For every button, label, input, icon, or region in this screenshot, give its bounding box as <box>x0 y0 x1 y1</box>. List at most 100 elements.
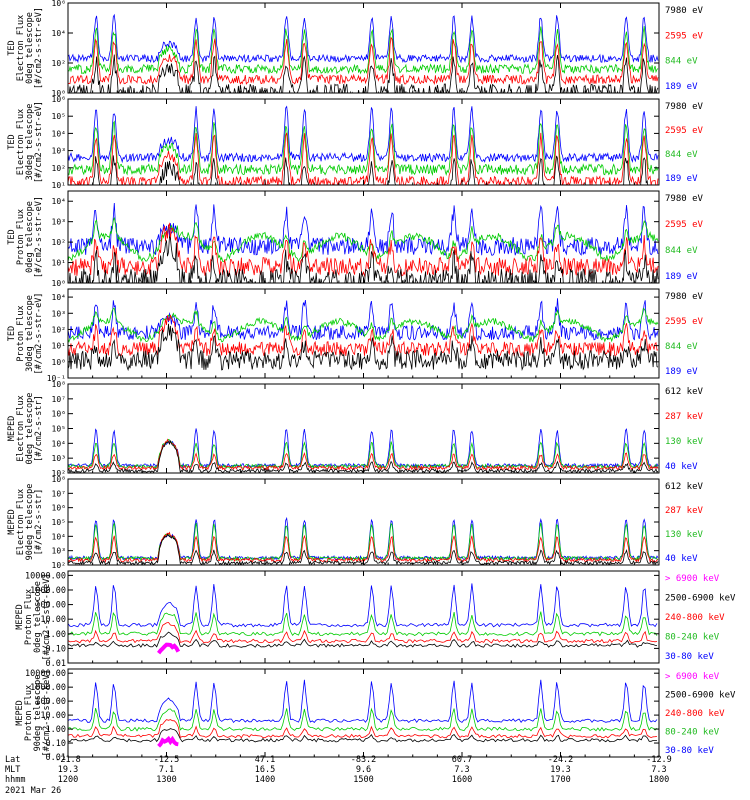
legend-entry: 2595 eV <box>665 31 704 41</box>
legend-entry: 844 eV <box>665 246 698 256</box>
ytick-label: 10⁷ <box>52 489 66 498</box>
ytick-label: 10¹ <box>52 259 66 268</box>
ytick-label: 100.00 <box>35 601 66 611</box>
ytick-label: 10⁴ <box>52 293 66 302</box>
series-40-kev <box>68 428 659 469</box>
ytick-label: 10.00 <box>40 711 66 721</box>
ylabel-line: [#/cm2-s-str-eV] <box>34 7 44 89</box>
ylabel-line: Electron Flux <box>16 489 26 556</box>
ylabel-line: [#/cm2-s-str-keV] <box>42 574 52 661</box>
panel-6: 10² 10³ 10⁴ 10⁵ 10⁶ 10⁷ 10⁸ MEPED Electron Flux 9… <box>7 475 704 570</box>
legend-entry: 7980 eV <box>665 102 704 112</box>
series-2595-ev <box>68 36 659 86</box>
series-7980-ev <box>68 323 659 372</box>
ytick-label: 10¹ <box>52 181 66 190</box>
ytick-label: 10⁴ <box>52 197 66 206</box>
series-2595-ev <box>68 132 659 185</box>
series-30-80-kev <box>68 583 658 628</box>
axis-row-value: 7.1 <box>159 765 174 775</box>
ylabel-line: [#/cm2-s-str] <box>34 489 44 556</box>
ytick-label: 10² <box>52 238 66 247</box>
legend-entry: 844 eV <box>665 150 698 160</box>
panel-7-frame <box>67 570 660 664</box>
ytick-label: 10⁴ <box>52 29 66 38</box>
series-7980-ev <box>92 155 649 185</box>
legend-entry: 2595 eV <box>665 126 704 136</box>
series-844-ev <box>68 307 659 343</box>
panel-3-data <box>68 202 659 283</box>
legend-entry: 40 keV <box>665 554 698 564</box>
ylabel-line: 0deg telescope <box>33 581 43 653</box>
ytick-label: 10⁴ <box>52 129 66 138</box>
legend-entry: 287 keV <box>665 412 704 422</box>
ylabel-line: MEPED <box>15 700 25 726</box>
ylabel-line: [#/cm2-s-str-eV] <box>34 196 44 278</box>
ytick-label: 0.10 <box>46 739 66 749</box>
ylabel-line: TED <box>7 134 17 149</box>
legend-entry: 2595 eV <box>665 317 704 327</box>
panel-4: 10⁻¹ 10⁰ 10¹ 10² 10³ 10⁴ TED Proton Flux 30deg t… <box>7 288 704 383</box>
ytick-label: 0.01 <box>46 753 66 763</box>
ytick-label: 10⁰ <box>52 358 66 367</box>
ylabel-line: 30deg telescope <box>25 295 35 372</box>
ytick-label: 10⁷ <box>52 395 66 404</box>
legend-entry: 240-800 keV <box>665 709 725 719</box>
ytick-label: 10⁵ <box>52 112 66 121</box>
ytick-label: 1000.00 <box>30 586 66 596</box>
ytick-label: 10⁰ <box>52 89 66 98</box>
axis-row-value: 1600 <box>452 775 472 785</box>
ylabel-line: 90deg telescope <box>33 675 43 752</box>
panel-2: 10¹ 10² 10³ 10⁴ 10⁵ 10⁶ TED Electron Flux 30deg … <box>7 95 704 190</box>
axis-row-value: 1200 <box>58 775 78 785</box>
axis-row-value: 7.3 <box>651 765 666 775</box>
ylabel-line: Electron Flux <box>16 15 26 82</box>
ylabel-line: 90deg telescope <box>25 484 35 561</box>
axis-row-value: 7.3 <box>454 765 469 775</box>
panel-8: 0.01 0.10 1.00 10.00 100.00 1000.00 10000.00 ME… <box>15 668 736 763</box>
axis-row-value: -12.9 <box>646 755 672 765</box>
legend-entry: 7980 eV <box>665 292 704 302</box>
ytick-label: 100.00 <box>35 697 66 707</box>
ylabel-line: 30deg telescope <box>25 104 35 181</box>
axis-row-value: 1700 <box>550 775 570 785</box>
axis-row-value: -21.8 <box>55 755 81 765</box>
ylabel-line: Proton Flux <box>24 685 34 741</box>
legend-entry: 7980 eV <box>665 6 704 16</box>
ytick-label: 10² <box>52 59 66 68</box>
ytick-label: 10⁵ <box>52 425 66 434</box>
ylabel-line: MEPED <box>7 416 17 442</box>
series-130-kev <box>68 521 659 562</box>
axis-row-value: -83.2 <box>351 755 377 765</box>
ytick-label: 10¹ <box>52 342 66 351</box>
legend-entry: 844 eV <box>665 342 698 352</box>
ytick-label: 1000.00 <box>30 683 66 693</box>
series-2595-ev <box>68 222 659 278</box>
ylabel-line: TED <box>7 40 17 55</box>
ytick-label: 10⁶ <box>52 410 66 419</box>
ytick-label: 10² <box>52 469 66 478</box>
ytick-label: 10⁴ <box>52 439 66 448</box>
ytick-label: 10⁰ <box>52 279 66 288</box>
ytick-label: 10⁶ <box>52 0 66 8</box>
ytick-label: 10³ <box>52 309 66 318</box>
ylabel-line: TED <box>7 229 17 244</box>
panel-6-data <box>68 516 659 565</box>
series-844-ev <box>68 26 659 75</box>
ylabel-line: 0deg telescope <box>25 12 35 84</box>
panel-2-data <box>68 105 659 185</box>
ylabel-line: [#/cm2-s-str-keV] <box>42 670 52 757</box>
panel-7: 0.01 0.10 1.00 10.00 100.00 1000.00 10000.00 ME… <box>15 570 736 669</box>
ylabel-line: [#/cm2-s-str-eV] <box>34 293 44 375</box>
panel-5-data <box>68 428 659 473</box>
legend-entry: 7980 eV <box>665 194 704 204</box>
legend-entry: > 6900 keV <box>665 672 720 682</box>
axis-row-value: 19.3 <box>58 765 78 775</box>
legend-entry: 612 keV <box>665 482 704 492</box>
ytick-label: 10⁵ <box>52 518 66 527</box>
panel-8-frame <box>67 668 660 758</box>
time-axis-labels: Lat -21.8 -12.5 47.1 -83.2 60.7 -24.2 -12.9 MLT 1… <box>5 755 672 796</box>
axis-row-value: 1800 <box>649 775 669 785</box>
ytick-label: 0.10 <box>46 644 66 654</box>
